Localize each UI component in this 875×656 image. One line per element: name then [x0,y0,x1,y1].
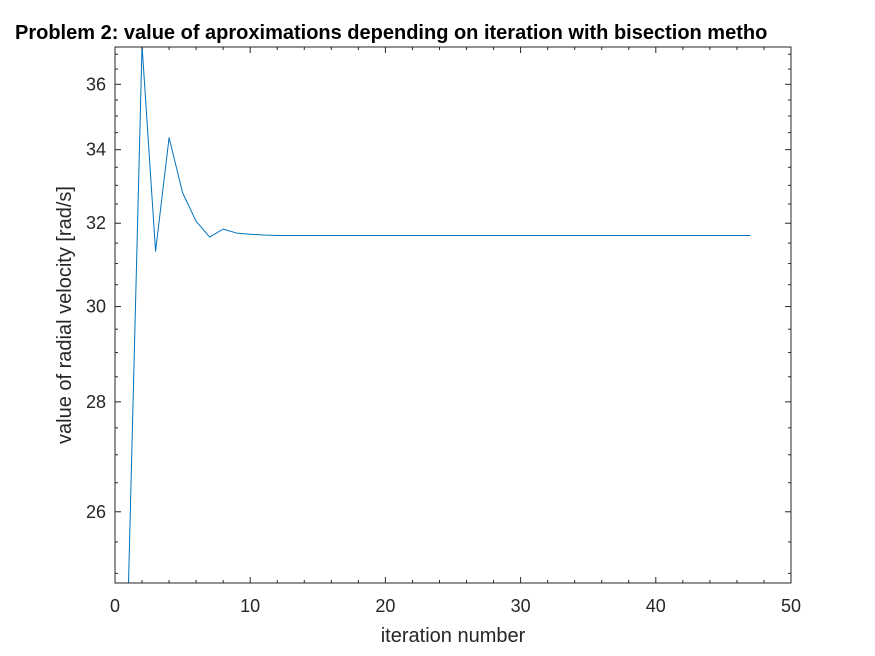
x-axis-label: iteration number [381,625,526,647]
x-tick-label: 30 [511,596,531,616]
y-tick-label: 36 [86,74,106,94]
series-line-1 [128,47,751,583]
series-group [128,47,751,583]
axes-box [114,46,792,584]
y-axis-label: value of radial velocity [rad/s] [54,186,76,444]
y-tick-label: 30 [86,297,106,317]
y-tick-label: 34 [86,140,106,160]
plot-area: 0 10 20 30 40 50 26 28 30 32 34 36 [86,46,801,616]
y-tick-label: 28 [86,392,106,412]
y-axis-ticks: 26 28 30 32 34 36 [86,53,791,574]
x-tick-label: 0 [110,596,120,616]
y-tick-label: 26 [86,502,106,522]
x-tick-label: 10 [240,596,260,616]
x-axis-ticks: 0 10 20 30 40 50 [110,47,801,616]
x-tick-label: 50 [781,596,801,616]
chart-title: Problem 2: value of aproximations depend… [15,22,767,44]
x-tick-label: 20 [375,596,395,616]
x-tick-label: 40 [646,596,666,616]
y-tick-label: 32 [86,213,106,233]
